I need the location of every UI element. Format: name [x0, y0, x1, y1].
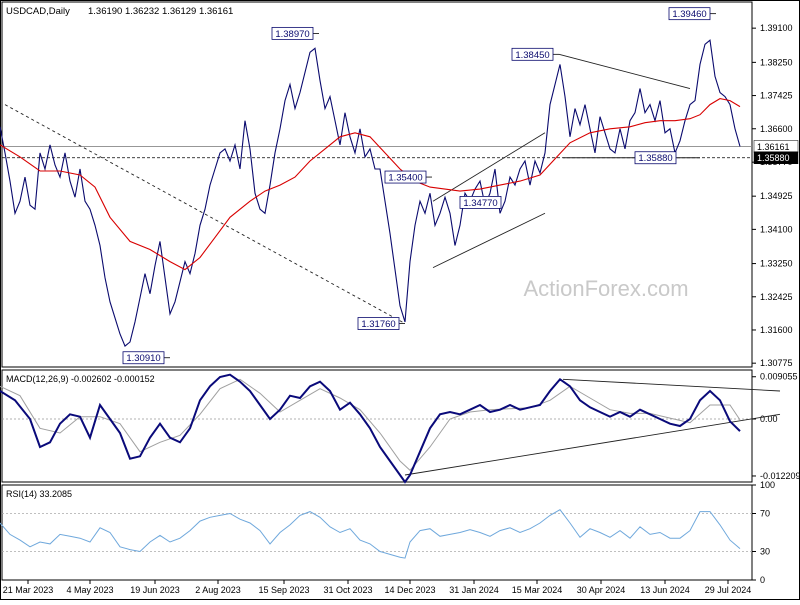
y-tick-label: 1.30775: [760, 358, 793, 368]
annotation-box: [122, 351, 165, 365]
y-tick-label: 1.33250: [760, 259, 793, 269]
macd-tick-label: -0.012209: [760, 471, 800, 481]
rsi-tick-label: 70: [760, 509, 770, 519]
rsi-panel-border: [1, 484, 753, 581]
annotation-label: 1.38970: [275, 29, 309, 40]
annotation-label: 1.39460: [672, 9, 706, 20]
main-panel-border: [1, 1, 753, 368]
price-series: [0, 39, 741, 347]
x-tick-label: 30 Apr 2024: [577, 585, 626, 595]
price-panel: 1.391001.382501.374251.366001.357701.349…: [0, 6, 799, 368]
x-tick-label: 13 Jun 2024: [640, 585, 690, 595]
rsi-tick-label: 30: [760, 547, 770, 557]
macd-panel: 0.009055 0.00 -0.012209 MACD(12,26,9) -0.00…: [0, 372, 800, 484]
macd-signal-line: [0, 378, 741, 472]
annotation-box: [634, 151, 677, 165]
macd-tick-label: 0.00: [760, 414, 778, 424]
x-tick-label: 15 Mar 2024: [512, 585, 563, 595]
x-tick-label: 29 Jul 2024: [705, 585, 752, 595]
ohlc-readout: 1.36190 1.36232 1.36129 1.36161: [88, 6, 233, 17]
price-tag-box: [753, 151, 799, 164]
rsi-label: RSI(14) 33.2085: [6, 489, 72, 499]
watermark: ActionForex.com: [523, 276, 688, 301]
annotation-box: [668, 7, 711, 21]
x-tick-label: 2 Aug 2023: [195, 585, 241, 595]
macd-line: [0, 373, 741, 484]
rsi-tick-label: 0: [760, 575, 765, 585]
price-tag-label: 1.35880: [757, 153, 790, 163]
rsi-tick-label: 100: [760, 480, 775, 490]
annotation-box: [271, 26, 314, 40]
y-tick-label: 1.31600: [760, 325, 793, 335]
macd-trendline: [562, 378, 781, 392]
trendline: [4, 104, 406, 324]
x-tick-label: 31 Jan 2024: [449, 585, 499, 595]
y-tick-label: 1.37425: [760, 91, 793, 101]
y-tick-label: 1.39100: [760, 23, 793, 33]
macd-trendline: [404, 413, 781, 476]
y-tick-label: 1.38250: [760, 57, 793, 67]
rsi-line: [0, 509, 741, 559]
price-tag-label: 1.36161: [757, 142, 790, 152]
macd-tick-label: 0.009055: [760, 372, 798, 382]
y-tick-label: 1.32425: [760, 292, 793, 302]
y-tick-label: 1.34100: [760, 224, 793, 234]
macd-label: MACD(12,26,9) -0.002602 -0.000152: [6, 374, 155, 384]
x-tick-label: 21 Mar 2023: [3, 585, 54, 595]
annotation-label: 1.35880: [638, 153, 672, 164]
x-axis: 21 Mar 2023 4 May 2023 19 Jun 2023 2 Aug 20…: [3, 580, 752, 595]
x-tick-label: 31 Oct 2023: [323, 585, 372, 595]
x-tick-label: 19 Jun 2023: [130, 585, 180, 595]
x-tick-label: 15 Sep 2023: [258, 585, 309, 595]
y-tick-label: 1.34925: [760, 191, 793, 201]
rsi-panel: 100 70 30 0 RSI(14) 33.2085: [0, 480, 775, 585]
annotation-label: 1.35400: [388, 173, 422, 184]
annotation-box: [511, 47, 554, 61]
annotation-label: 1.31760: [361, 319, 395, 330]
macd-panel-border: [1, 369, 753, 483]
trendline: [558, 53, 691, 89]
trendline: [432, 212, 546, 269]
chart-label: USDCAD,Daily: [6, 6, 70, 17]
annotation-box: [357, 317, 400, 330]
annotation-box: [459, 196, 502, 209]
annotation-box: [384, 170, 427, 184]
annotation-label: 1.30910: [126, 353, 160, 364]
annotation-label: 1.34770: [463, 198, 497, 209]
moving-average-line: [0, 98, 741, 271]
x-tick-label: 4 May 2023: [66, 585, 113, 595]
y-tick-label: 1.36600: [760, 124, 793, 134]
x-tick-label: 14 Dec 2023: [384, 585, 435, 595]
annotation-label: 1.38450: [515, 50, 549, 61]
